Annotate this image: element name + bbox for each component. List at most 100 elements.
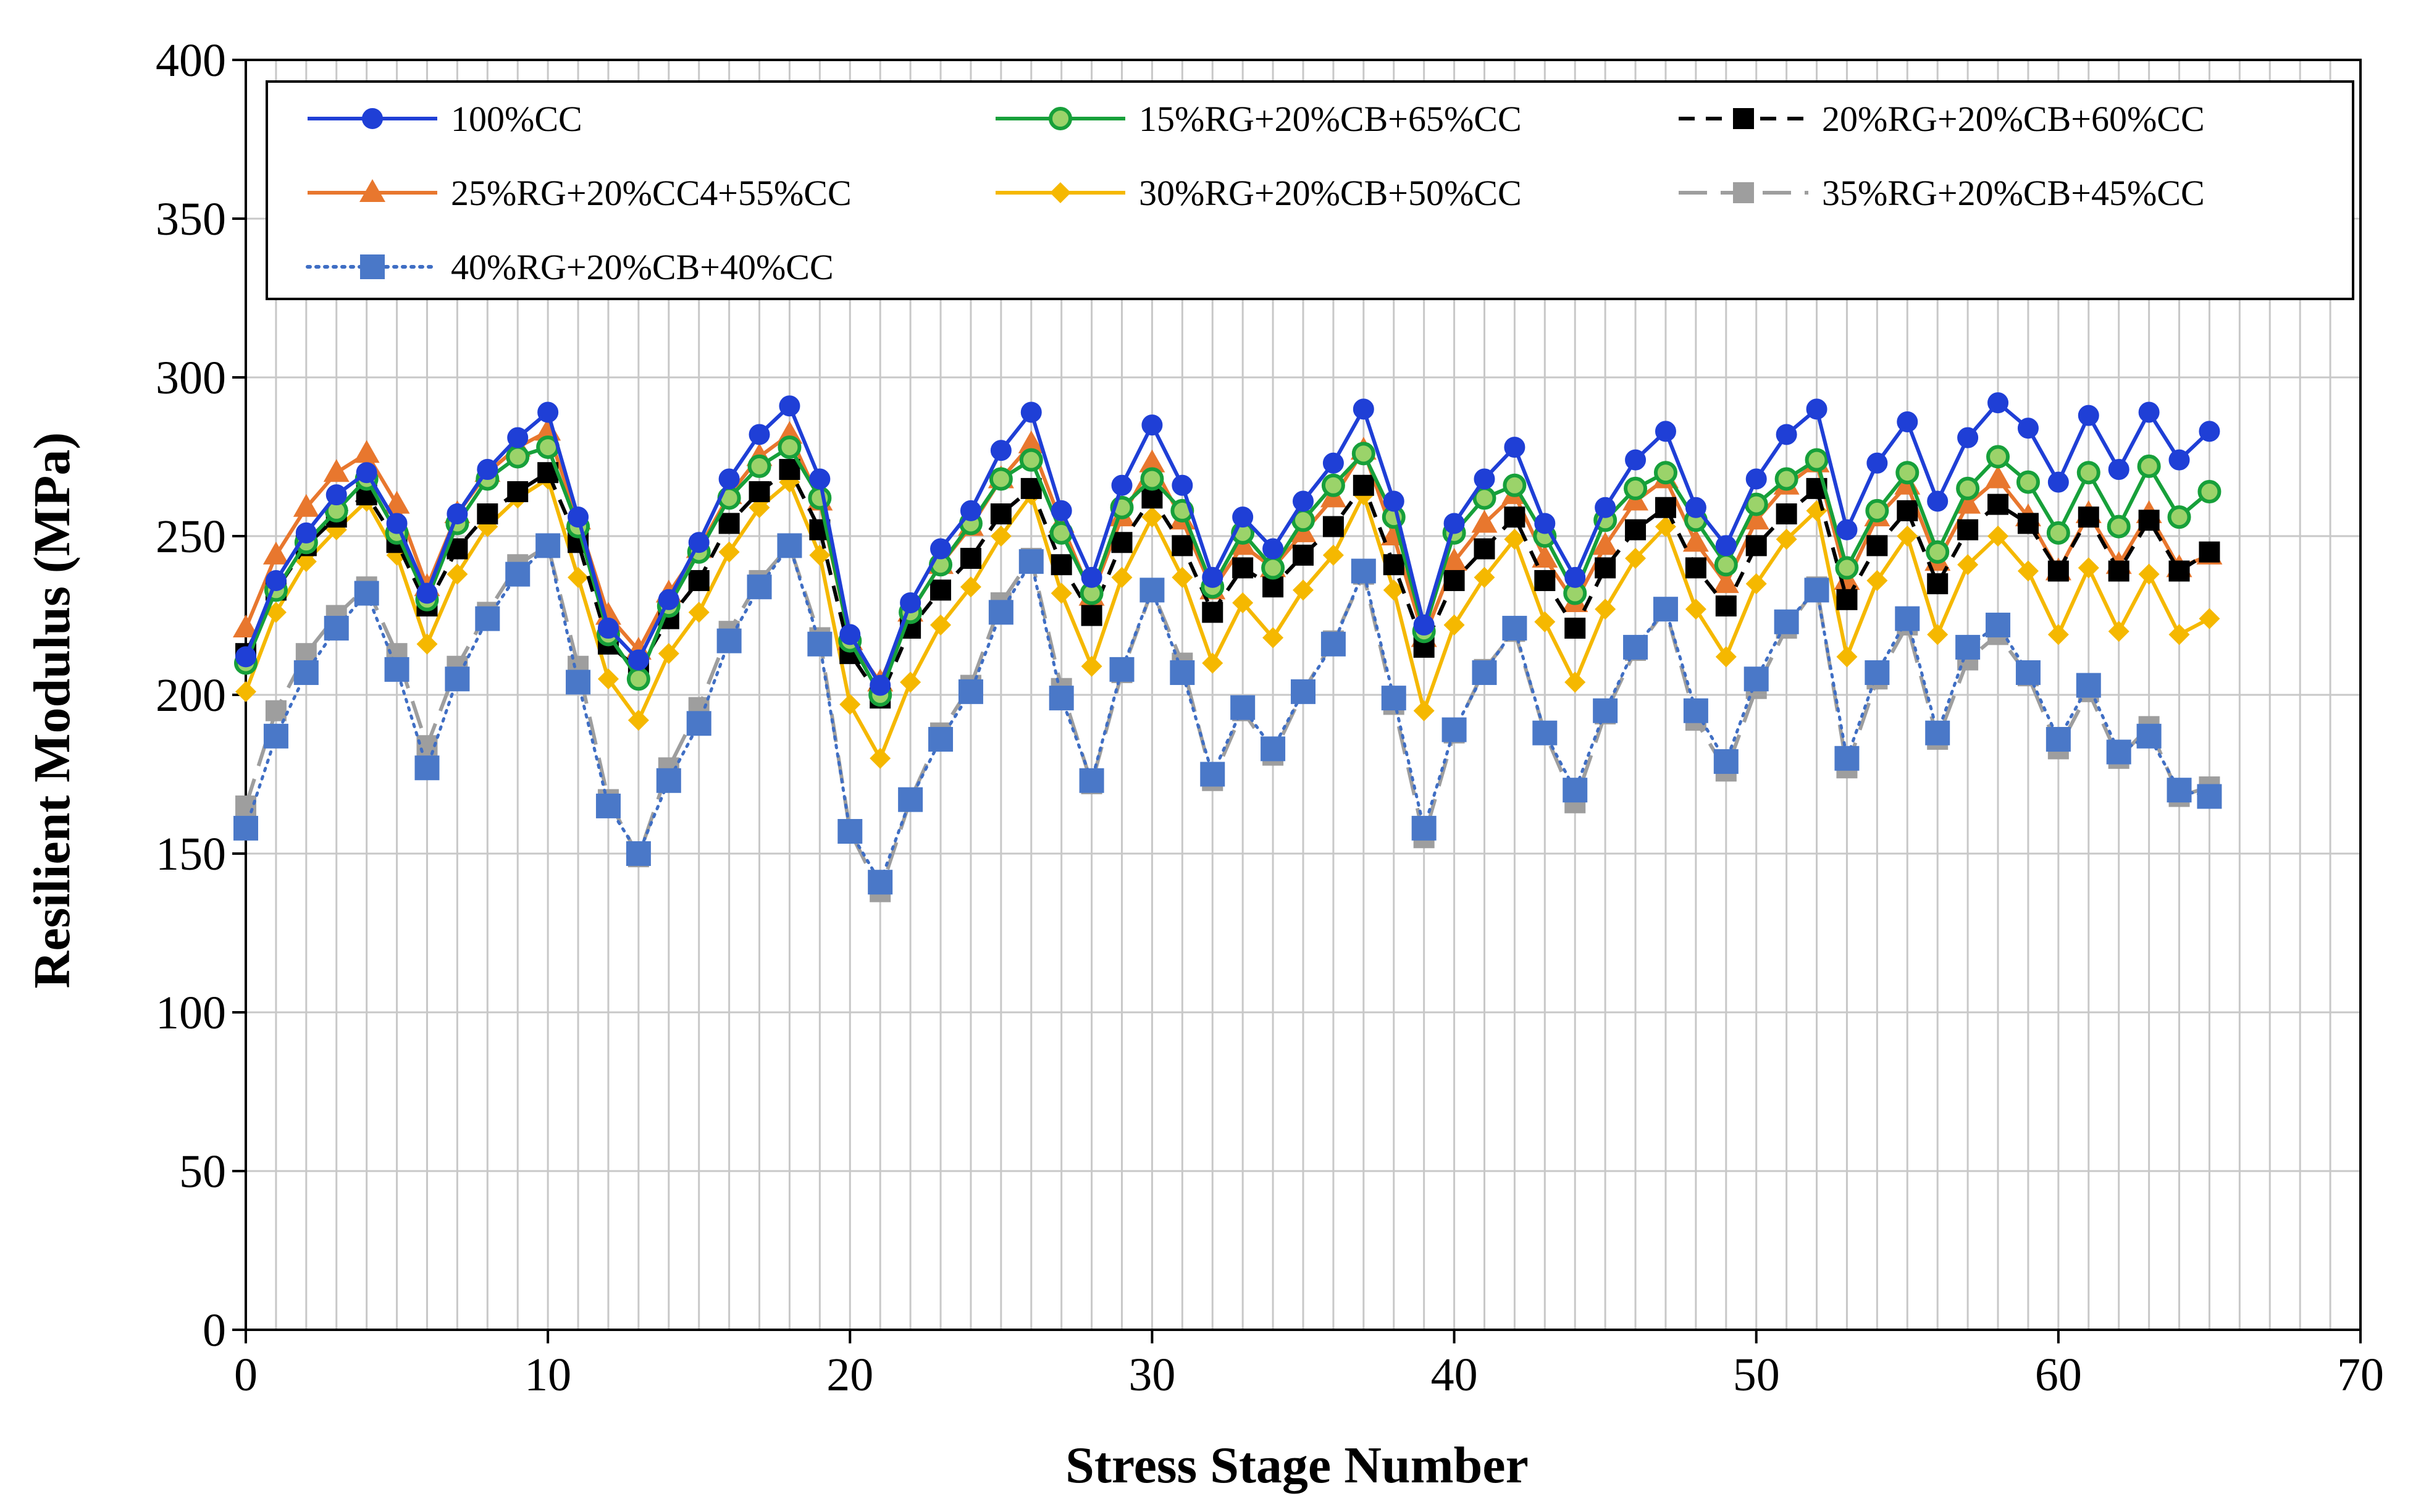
data-point xyxy=(928,726,954,752)
data-point xyxy=(1018,549,1044,574)
legend-box xyxy=(266,80,2354,300)
y-axis-title: Resilient Modulus (MPa) xyxy=(23,432,81,989)
data-point xyxy=(1140,467,1164,491)
data-point xyxy=(990,503,1012,525)
data-point xyxy=(1595,557,1616,579)
data-point xyxy=(535,533,561,558)
data-point xyxy=(323,459,350,482)
data-point xyxy=(749,497,770,518)
data-point xyxy=(1051,554,1072,576)
data-point xyxy=(2046,521,2070,545)
data-point xyxy=(1504,437,1525,458)
data-point xyxy=(747,454,771,478)
data-point xyxy=(2015,660,2041,686)
data-point xyxy=(477,459,498,481)
data-point xyxy=(477,503,498,525)
data-point xyxy=(1534,611,1556,632)
data-point xyxy=(1081,655,1102,677)
data-point xyxy=(1170,660,1195,686)
data-point xyxy=(1081,605,1102,626)
data-point xyxy=(568,566,589,588)
data-point xyxy=(263,723,288,749)
data-point xyxy=(384,657,409,682)
data-point xyxy=(1987,494,2009,515)
data-point xyxy=(1653,461,1677,485)
data-point xyxy=(2167,778,2192,803)
data-point xyxy=(1776,424,1797,445)
data-point xyxy=(718,541,740,563)
data-point xyxy=(2047,471,2069,493)
legend-label: 15%RG+20%CB+65%CC xyxy=(1139,99,1522,139)
data-point xyxy=(1322,544,1344,566)
data-point xyxy=(1776,503,1797,525)
data-point xyxy=(235,681,256,702)
data-point xyxy=(1955,634,1981,660)
data-point xyxy=(416,633,438,655)
data-point xyxy=(1443,569,1465,591)
data-point xyxy=(1683,698,1708,723)
data-point xyxy=(686,711,711,736)
data-point xyxy=(2106,739,2131,765)
legend-entry: 35%RG+20%CB+45%CC xyxy=(1679,173,2205,213)
data-point xyxy=(1411,815,1437,841)
data-point xyxy=(1866,535,1888,556)
data-point xyxy=(1653,597,1678,622)
data-point xyxy=(1353,474,1374,496)
y-tick-label: 350 xyxy=(156,193,226,245)
data-point xyxy=(356,462,377,484)
data-point xyxy=(1743,666,1769,692)
data-point xyxy=(233,815,258,841)
data-point xyxy=(386,513,408,534)
x-tick-label: 50 xyxy=(1733,1349,1780,1401)
data-point xyxy=(265,700,287,721)
data-point xyxy=(2168,560,2190,582)
legend: 100%CC 15%RG+20%CB+65%CC 20%RG+20%CB+60%CC… xyxy=(266,80,2354,300)
data-point xyxy=(1443,513,1465,534)
data-point xyxy=(1320,631,1346,657)
data-point xyxy=(2108,621,2129,642)
data-point xyxy=(597,618,619,639)
data-point xyxy=(2078,557,2099,579)
data-point xyxy=(2199,608,2220,629)
data-point xyxy=(2199,421,2220,442)
data-point xyxy=(1139,449,1165,472)
data-point xyxy=(1927,624,1949,645)
data-point xyxy=(445,666,470,692)
y-tick-labels: 0 50 100 150 200 250 300 350 400 xyxy=(156,35,226,1356)
data-point xyxy=(1079,768,1104,793)
data-point xyxy=(1321,473,1345,497)
x-tick-label: 30 xyxy=(1128,1349,1175,1401)
data-point xyxy=(1351,442,1375,466)
data-point xyxy=(1895,606,1920,631)
data-point xyxy=(1474,468,1495,490)
data-point xyxy=(568,506,589,528)
data-point xyxy=(809,468,831,490)
data-point xyxy=(658,589,679,610)
data-point xyxy=(1443,614,1465,636)
y-tick-label: 150 xyxy=(156,828,226,880)
legend-marker xyxy=(362,108,383,129)
data-point xyxy=(990,526,1012,547)
data-point xyxy=(235,646,256,668)
data-point xyxy=(960,576,981,598)
data-point xyxy=(2108,459,2129,481)
data-point xyxy=(1624,476,1648,500)
data-point xyxy=(870,747,891,769)
data-point xyxy=(1139,578,1165,603)
data-point xyxy=(2138,510,2160,531)
y-tick-label: 200 xyxy=(156,670,226,721)
data-point xyxy=(1745,573,1767,595)
data-point xyxy=(2076,461,2100,485)
data-point xyxy=(1987,392,2009,414)
data-point xyxy=(930,538,952,560)
data-point xyxy=(2136,723,2162,749)
data-point xyxy=(2107,514,2131,539)
series-40%RG+20%CB+40%CC xyxy=(233,533,2222,895)
data-point xyxy=(1957,427,1979,448)
legend-marker xyxy=(1733,108,1754,129)
data-point xyxy=(1532,544,1558,568)
data-point xyxy=(718,468,740,490)
data-point xyxy=(1986,612,2011,637)
data-point xyxy=(324,616,349,641)
